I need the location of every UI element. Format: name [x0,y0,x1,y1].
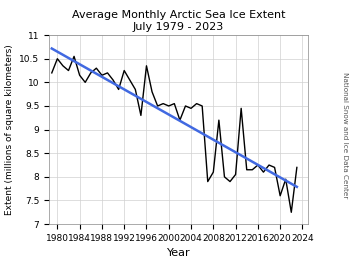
Title: Average Monthly Arctic Sea Ice Extent
July 1979 - 2023: Average Monthly Arctic Sea Ice Extent Ju… [72,10,285,32]
Y-axis label: Extent (millions of square kilometers): Extent (millions of square kilometers) [5,44,14,215]
X-axis label: Year: Year [167,248,190,258]
Text: National Snow and Ice Data Center: National Snow and Ice Data Center [342,72,348,198]
